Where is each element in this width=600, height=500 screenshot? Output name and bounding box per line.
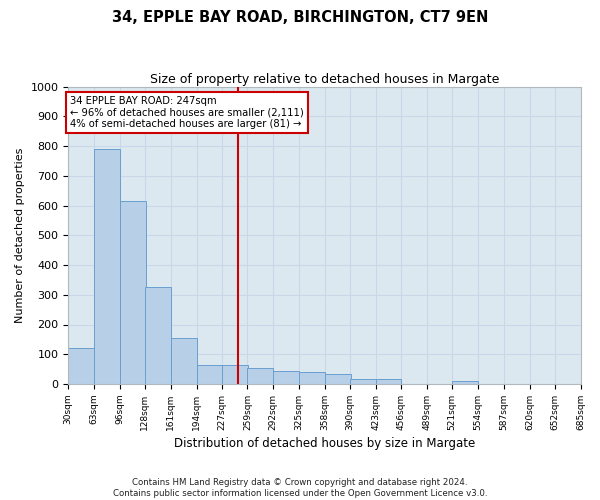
Bar bbox=[171, 338, 197, 384]
Bar bbox=[299, 372, 325, 384]
Bar bbox=[376, 380, 401, 384]
Bar bbox=[452, 381, 478, 384]
Bar bbox=[273, 370, 299, 384]
Bar bbox=[197, 364, 223, 384]
Bar bbox=[145, 288, 171, 384]
Bar bbox=[94, 149, 120, 384]
Title: Size of property relative to detached houses in Margate: Size of property relative to detached ho… bbox=[150, 72, 499, 86]
X-axis label: Distribution of detached houses by size in Margate: Distribution of detached houses by size … bbox=[174, 437, 475, 450]
Bar bbox=[247, 368, 273, 384]
Bar bbox=[120, 201, 146, 384]
Bar bbox=[325, 374, 350, 384]
Bar bbox=[223, 364, 248, 384]
Y-axis label: Number of detached properties: Number of detached properties bbox=[15, 148, 25, 323]
Bar bbox=[68, 348, 94, 384]
Bar bbox=[350, 380, 376, 384]
Text: 34, EPPLE BAY ROAD, BIRCHINGTON, CT7 9EN: 34, EPPLE BAY ROAD, BIRCHINGTON, CT7 9EN bbox=[112, 10, 488, 25]
Text: 34 EPPLE BAY ROAD: 247sqm
← 96% of detached houses are smaller (2,111)
4% of sem: 34 EPPLE BAY ROAD: 247sqm ← 96% of detac… bbox=[70, 96, 304, 129]
Text: Contains HM Land Registry data © Crown copyright and database right 2024.
Contai: Contains HM Land Registry data © Crown c… bbox=[113, 478, 487, 498]
